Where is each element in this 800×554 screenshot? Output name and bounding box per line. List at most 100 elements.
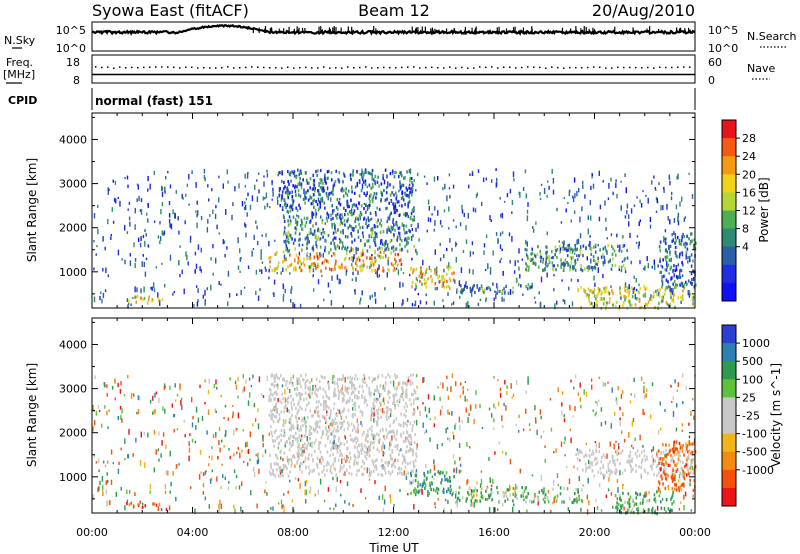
echo-cell — [289, 233, 291, 237]
echo-cell — [297, 402, 299, 406]
scatter-cell — [247, 400, 250, 406]
scatter-cell — [662, 205, 664, 211]
echo-cell — [638, 465, 640, 469]
scatter-cell — [327, 213, 330, 219]
scatter-cell — [245, 198, 248, 201]
echo-cell — [428, 491, 430, 496]
echo-cell — [335, 473, 337, 477]
echo-cell — [673, 476, 675, 480]
echo-cell — [665, 443, 667, 447]
scatter-cell — [640, 376, 643, 381]
echo-cell — [341, 263, 343, 267]
echo-cell — [339, 223, 341, 227]
echo-cell — [270, 466, 273, 470]
echo-cell — [602, 453, 605, 457]
scatter-cell — [427, 217, 430, 222]
echo-cell — [362, 448, 364, 452]
echo-cell — [598, 450, 601, 454]
scatter-cell — [321, 274, 323, 277]
echo-cell — [290, 464, 293, 468]
scatter-cell — [689, 482, 691, 487]
scatter-cell — [439, 257, 442, 262]
echo-cell — [607, 466, 610, 470]
echo-cell — [581, 488, 583, 492]
scatter-cell — [672, 444, 675, 450]
echo-cell — [474, 290, 476, 295]
echo-cell — [667, 487, 670, 491]
echo-cell — [591, 461, 593, 465]
echo-cell — [543, 268, 546, 272]
scatter-cell — [678, 508, 681, 511]
echo-cell — [379, 438, 381, 442]
scatter-cell — [626, 210, 628, 215]
echo-cell — [294, 231, 297, 235]
scatter-cell — [685, 442, 687, 449]
echo-cell — [316, 252, 318, 256]
echo-cell — [651, 454, 654, 458]
scatter-cell — [110, 236, 112, 240]
echo-cell — [665, 454, 667, 458]
echo-cell — [597, 259, 600, 264]
scatter-cell — [493, 403, 495, 408]
scatter-cell — [209, 214, 211, 217]
echo-cell — [448, 479, 450, 483]
echo-cell — [605, 286, 608, 290]
echo-cell — [327, 176, 329, 180]
echo-cell — [566, 261, 568, 265]
echo-cell — [413, 412, 415, 416]
echo-cell — [333, 374, 336, 378]
scatter-cell — [332, 375, 334, 381]
scatter-cell — [681, 423, 683, 427]
scatter-cell — [598, 170, 600, 176]
echo-cell — [563, 500, 565, 504]
scatter-cell — [503, 298, 505, 302]
echo-cell — [405, 213, 407, 218]
echo-cell — [361, 395, 363, 400]
echo-cell — [624, 468, 626, 472]
echo-cell — [372, 469, 375, 473]
scatter-cell — [208, 463, 210, 467]
scatter-cell — [570, 437, 572, 444]
echo-cell — [658, 461, 660, 465]
scatter-cell — [161, 185, 163, 192]
echo-cell — [272, 439, 275, 443]
echo-cell — [327, 169, 330, 173]
echo-cell — [655, 464, 658, 468]
echo-cell — [309, 269, 311, 273]
scatter-cell — [102, 491, 104, 497]
scatter-cell — [576, 190, 578, 197]
echo-cell — [379, 250, 382, 254]
echo-cell — [399, 248, 401, 252]
echo-cell — [275, 410, 278, 414]
scatter-cell — [688, 172, 690, 175]
scatter-cell — [509, 259, 511, 264]
echo-cell — [401, 386, 403, 391]
scatter-cell — [378, 274, 380, 278]
y-tick-label: 3000 — [59, 178, 87, 191]
scatter-cell — [186, 254, 188, 261]
scatter-cell — [97, 228, 99, 235]
echo-cell — [544, 500, 546, 504]
echo-cell — [368, 256, 371, 260]
scatter-cell — [272, 506, 274, 511]
echo-cell — [348, 399, 351, 403]
scatter-cell — [157, 235, 160, 239]
scatter-cell — [272, 292, 275, 296]
echo-cell — [501, 290, 504, 294]
scatter-cell — [186, 183, 189, 188]
scatter-cell — [395, 267, 398, 270]
scatter-cell — [574, 252, 576, 255]
scatter-cell — [197, 210, 199, 216]
scatter-cell — [365, 438, 367, 442]
echo-cell — [335, 393, 337, 397]
scatter-cell — [178, 463, 180, 466]
scatter-cell — [237, 446, 239, 450]
scatter-cell — [319, 458, 321, 464]
scatter-cell — [244, 207, 246, 210]
scatter-cell — [574, 210, 576, 214]
scatter-cell — [578, 187, 580, 193]
echo-cell — [344, 256, 347, 260]
scatter-cell — [576, 254, 578, 257]
echo-cell — [413, 440, 416, 445]
echo-cell — [675, 265, 678, 269]
